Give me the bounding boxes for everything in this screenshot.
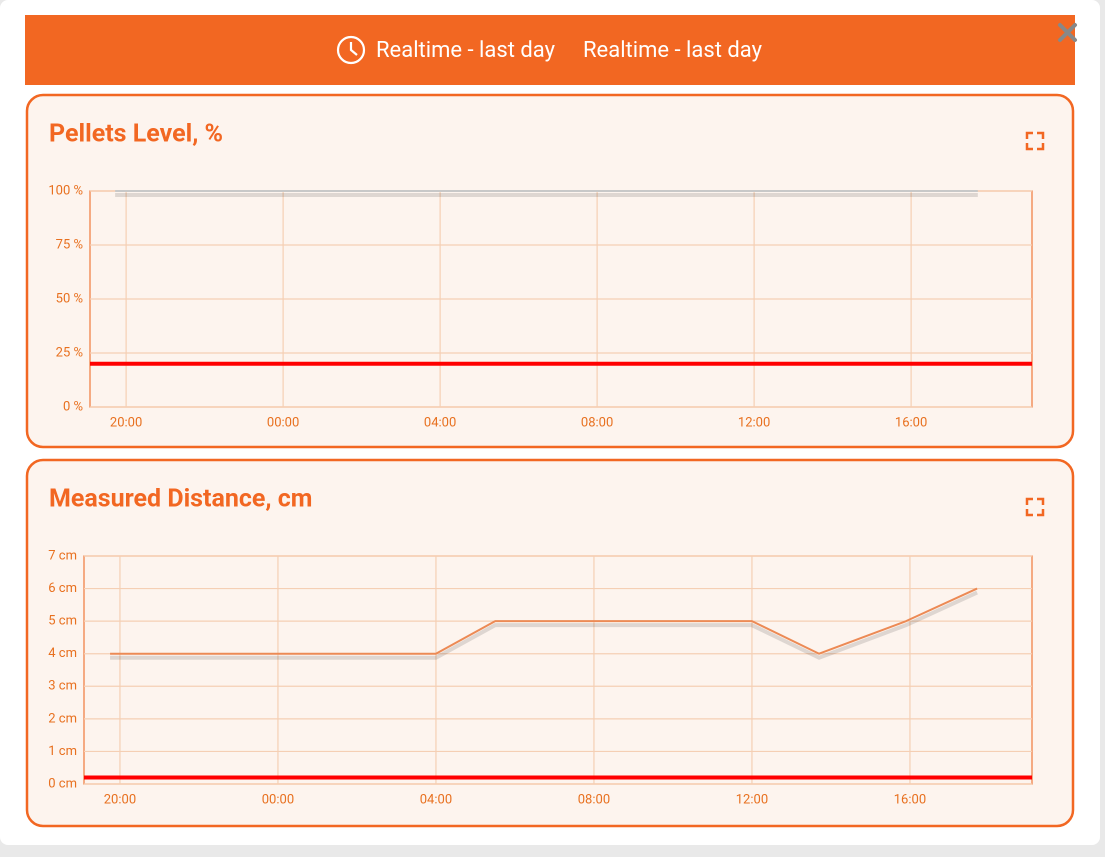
header-label: Realtime - last day [376,38,556,63]
y-tick-label: 50 % [56,291,83,306]
line [110,587,978,655]
x-tick-label: 16:00 [894,792,926,807]
y-tick-label: 0 % [63,399,83,414]
x-tick-label: 12:00 [738,415,770,430]
chart-title: Measured Distance, cm [49,485,312,514]
chart-card [25,458,1075,828]
x-tick-label: 04:00 [424,415,456,430]
x-tick-label: 08:00 [581,415,613,430]
clock-icon [336,35,366,65]
x-tick-label: 20:00 [110,415,142,430]
y-tick-label: 75 % [56,237,83,252]
x-tick-label: 08:00 [578,792,610,807]
y-tick-label: 5 cm [48,614,77,629]
x-tick-label: 04:00 [420,792,452,807]
y-tick-label: 3 cm [48,679,77,694]
close-button[interactable] [1058,23,1077,42]
y-tick-label: 1 cm [48,744,77,759]
chart-card [25,93,1075,449]
modal-header [25,15,1075,85]
fullscreen-button[interactable] [1025,497,1045,517]
line-shadow [110,590,978,660]
x-tick-label: 00:00 [262,792,294,807]
header-label: Realtime - last day [583,38,763,63]
x-tick-label: 16:00 [895,415,927,430]
x-tick-label: 20:00 [104,792,136,807]
x-tick-label: 12:00 [736,792,768,807]
y-tick-label: 0 cm [48,776,77,791]
y-tick-label: 4 cm [48,646,77,661]
y-tick-label: 25 % [56,345,83,360]
y-tick-label: 100 % [48,183,83,198]
chart-title: Pellets Level, % [49,120,223,149]
x-tick-label: 00:00 [267,415,299,430]
fullscreen-button[interactable] [1025,131,1045,151]
y-tick-label: 7 cm [48,548,77,563]
y-tick-label: 6 cm [48,581,77,596]
y-tick-label: 2 cm [48,711,77,726]
